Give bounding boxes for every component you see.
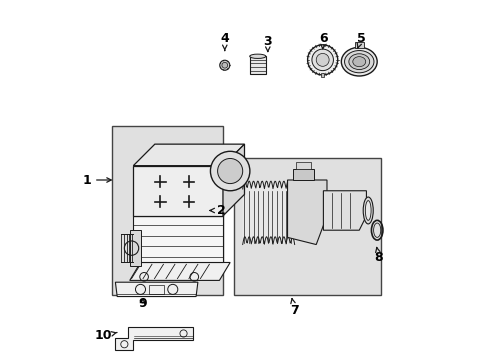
Polygon shape: [115, 327, 192, 350]
Polygon shape: [129, 230, 140, 266]
Circle shape: [311, 49, 333, 71]
Bar: [296, 162, 310, 169]
Bar: [354, 41, 363, 48]
Text: 6: 6: [319, 32, 327, 49]
Bar: [149, 285, 163, 294]
Circle shape: [307, 45, 337, 75]
Ellipse shape: [352, 57, 365, 67]
Circle shape: [210, 151, 249, 191]
Ellipse shape: [365, 201, 370, 220]
Ellipse shape: [249, 54, 265, 58]
Text: 4: 4: [220, 32, 229, 50]
Polygon shape: [129, 262, 230, 280]
Circle shape: [222, 62, 227, 68]
Polygon shape: [223, 144, 244, 216]
Ellipse shape: [341, 47, 376, 76]
Text: 7: 7: [290, 298, 299, 318]
Polygon shape: [287, 180, 326, 244]
Circle shape: [219, 60, 229, 70]
Text: 5: 5: [356, 32, 365, 48]
Bar: [112, 126, 223, 295]
Bar: [233, 158, 380, 295]
Text: 1: 1: [82, 174, 111, 186]
Text: 10: 10: [94, 329, 117, 342]
Text: 2: 2: [210, 204, 225, 217]
Circle shape: [316, 53, 328, 66]
Text: 8: 8: [374, 247, 383, 264]
Polygon shape: [249, 56, 265, 74]
Polygon shape: [133, 166, 223, 216]
Ellipse shape: [348, 54, 369, 69]
Text: 3: 3: [263, 35, 271, 51]
Circle shape: [217, 158, 242, 184]
Bar: [292, 169, 314, 180]
Polygon shape: [323, 191, 366, 230]
Polygon shape: [133, 144, 244, 166]
Text: 9: 9: [138, 297, 146, 310]
Ellipse shape: [363, 197, 372, 224]
Polygon shape: [133, 216, 223, 262]
Bar: [320, 73, 324, 77]
Polygon shape: [115, 282, 198, 297]
Ellipse shape: [344, 50, 373, 73]
